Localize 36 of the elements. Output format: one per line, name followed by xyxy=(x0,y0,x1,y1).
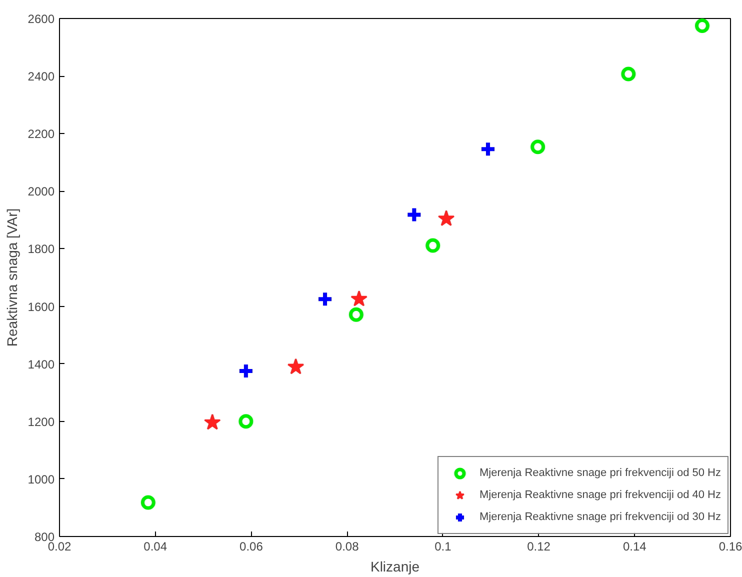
y-tick-label: 1000 xyxy=(28,472,55,486)
legend-label: Mjerenja Reaktivne snage pri frekvenciji od 50 Hz xyxy=(479,467,721,479)
y-tick-label: 1200 xyxy=(28,414,55,429)
point xyxy=(316,290,334,308)
y-tick-label: 2400 xyxy=(28,70,55,84)
point xyxy=(426,238,440,253)
y-tick-label: 1400 xyxy=(28,357,55,372)
point xyxy=(479,140,496,158)
y-tick-label: 1800 xyxy=(28,242,55,256)
x-tick-label: 0.12 xyxy=(527,540,551,554)
y-tick-label: 2000 xyxy=(28,184,55,199)
x-tick-label: 0.04 xyxy=(144,540,168,554)
point xyxy=(530,140,546,154)
point xyxy=(348,307,364,322)
x-tick-label: 0.06 xyxy=(240,540,264,554)
y-tick-label: 2200 xyxy=(28,127,55,142)
x-tick-label: 0.14 xyxy=(622,540,647,554)
legend-label: Mjerenja Reaktivne snage pri frekvenciji od 40 Hz xyxy=(479,489,721,501)
x-tick-label: 0.08 xyxy=(335,540,360,554)
point xyxy=(621,66,636,82)
legend-label: Mjerenja Reaktivne snage pri frekvenciji od 30 Hz xyxy=(479,511,721,523)
point xyxy=(140,495,156,510)
point xyxy=(350,290,368,306)
point xyxy=(287,358,304,374)
point xyxy=(204,414,221,430)
y-tick-label: 2600 xyxy=(28,12,55,26)
point xyxy=(694,18,710,33)
x-tick-label: 0.16 xyxy=(718,540,742,554)
point xyxy=(238,414,254,429)
x-axis-title: Klizanje xyxy=(370,558,420,574)
point xyxy=(406,206,423,224)
y-tick-label: 1600 xyxy=(28,300,55,314)
y-axis-title: Reaktivna snaga [VAr] xyxy=(4,208,20,347)
x-tick-label: 0.1 xyxy=(434,540,452,554)
point xyxy=(438,210,455,226)
x-tick-label: 0.02 xyxy=(48,540,72,554)
